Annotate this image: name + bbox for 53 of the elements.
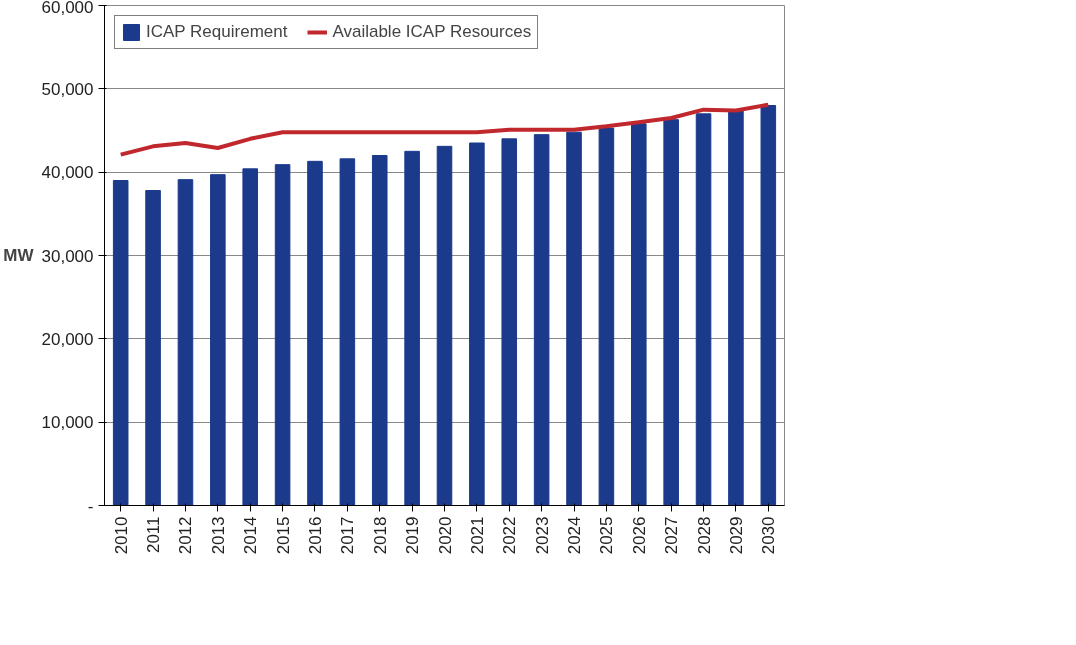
x-tick-label: 2016 — [305, 516, 325, 555]
y-tick-label: - — [87, 496, 94, 516]
bar — [533, 134, 550, 506]
x-tick-label: 2028 — [694, 516, 714, 555]
bar — [177, 179, 194, 506]
bar — [210, 174, 226, 506]
bar — [760, 105, 777, 506]
y-tick-label: 20,000 — [41, 329, 94, 349]
bar — [242, 168, 258, 506]
x-tick-label: 2013 — [208, 516, 228, 555]
x-tick-label: 2012 — [176, 516, 196, 555]
bar — [631, 123, 647, 506]
bar — [728, 110, 744, 506]
x-tick-label: 2025 — [597, 516, 617, 555]
bar — [145, 190, 161, 506]
bar — [404, 150, 420, 506]
bar — [598, 127, 615, 506]
x-tick-label: 2015 — [273, 516, 293, 555]
bar — [501, 138, 518, 506]
x-tick-label: 2027 — [662, 516, 682, 555]
x-tick-label: 2029 — [726, 516, 746, 555]
bar — [663, 119, 679, 506]
x-tick-label: 2019 — [403, 516, 423, 555]
x-tick-label: 2014 — [241, 516, 261, 555]
legend-label: Available ICAP Resources — [332, 22, 532, 42]
bar — [339, 158, 356, 506]
x-tick-label: 2030 — [759, 516, 779, 555]
y-tick-label: 10,000 — [41, 413, 94, 433]
y-axis-title: MW — [3, 246, 35, 265]
x-tick-label: 2018 — [370, 516, 390, 555]
y-tick-label: 40,000 — [41, 163, 94, 183]
x-tick-label: 2010 — [111, 516, 131, 555]
x-tick-label: 2026 — [629, 516, 649, 555]
x-tick-label: 2011 — [144, 516, 164, 554]
x-tick-label: 2021 — [467, 516, 487, 555]
bar — [274, 164, 291, 506]
bar — [307, 160, 323, 506]
bar — [566, 131, 582, 506]
x-tick-label: 2023 — [532, 516, 552, 555]
x-tick-label: 2017 — [338, 516, 358, 555]
bar — [112, 180, 129, 506]
y-tick-label: 50,000 — [41, 79, 94, 99]
line-series — [118, 102, 771, 157]
bar — [371, 155, 388, 506]
bar — [695, 113, 712, 506]
bar — [469, 142, 485, 506]
x-tick-label: 2022 — [500, 516, 520, 555]
x-tick-label: 2020 — [435, 516, 455, 555]
bar — [436, 145, 453, 506]
legend-label: ICAP Requirement — [146, 22, 288, 42]
y-tick-label: 30,000 — [41, 246, 94, 266]
x-tick-label: 2024 — [565, 516, 585, 555]
y-tick-label: 60,000 — [41, 0, 94, 17]
